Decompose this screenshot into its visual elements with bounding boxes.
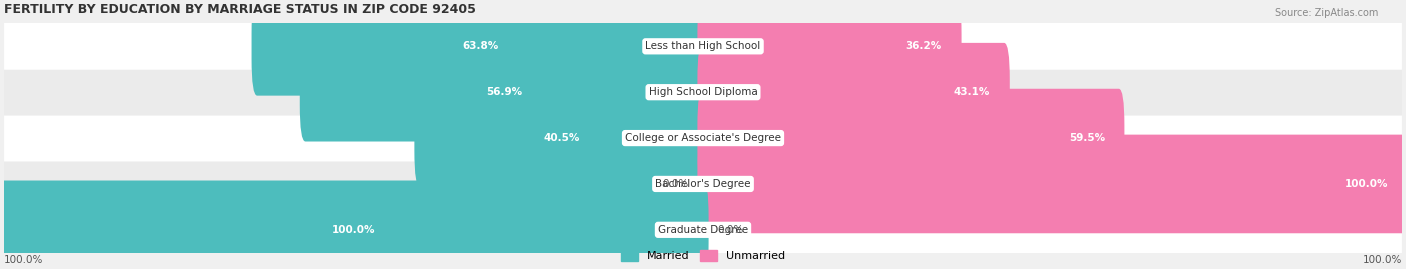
Legend: Married, Unmarried: Married, Unmarried xyxy=(617,245,789,266)
FancyBboxPatch shape xyxy=(697,89,1125,187)
Text: 0.0%: 0.0% xyxy=(717,225,744,235)
Text: High School Diploma: High School Diploma xyxy=(648,87,758,97)
Text: 56.9%: 56.9% xyxy=(486,87,522,97)
Text: Source: ZipAtlas.com: Source: ZipAtlas.com xyxy=(1274,8,1378,18)
FancyBboxPatch shape xyxy=(697,43,1010,141)
FancyBboxPatch shape xyxy=(4,161,1402,207)
FancyBboxPatch shape xyxy=(299,43,709,141)
Text: 43.1%: 43.1% xyxy=(953,87,990,97)
FancyBboxPatch shape xyxy=(4,115,1402,161)
Text: 100.0%: 100.0% xyxy=(1362,255,1402,265)
Text: Less than High School: Less than High School xyxy=(645,41,761,51)
FancyBboxPatch shape xyxy=(415,89,709,187)
Text: Graduate Degree: Graduate Degree xyxy=(658,225,748,235)
FancyBboxPatch shape xyxy=(697,0,962,96)
FancyBboxPatch shape xyxy=(252,0,709,96)
FancyBboxPatch shape xyxy=(0,180,709,269)
Text: 40.5%: 40.5% xyxy=(543,133,579,143)
Text: 100.0%: 100.0% xyxy=(4,255,44,265)
Text: 0.0%: 0.0% xyxy=(662,179,689,189)
Text: 100.0%: 100.0% xyxy=(332,225,375,235)
Text: 100.0%: 100.0% xyxy=(1344,179,1388,189)
Text: FERTILITY BY EDUCATION BY MARRIAGE STATUS IN ZIP CODE 92405: FERTILITY BY EDUCATION BY MARRIAGE STATU… xyxy=(4,3,477,16)
Text: Bachelor's Degree: Bachelor's Degree xyxy=(655,179,751,189)
Text: 59.5%: 59.5% xyxy=(1069,133,1105,143)
FancyBboxPatch shape xyxy=(4,23,1402,70)
FancyBboxPatch shape xyxy=(697,134,1406,233)
FancyBboxPatch shape xyxy=(4,206,1402,253)
Text: 63.8%: 63.8% xyxy=(463,41,498,51)
Text: 36.2%: 36.2% xyxy=(905,41,942,51)
FancyBboxPatch shape xyxy=(4,69,1402,116)
Text: College or Associate's Degree: College or Associate's Degree xyxy=(626,133,780,143)
